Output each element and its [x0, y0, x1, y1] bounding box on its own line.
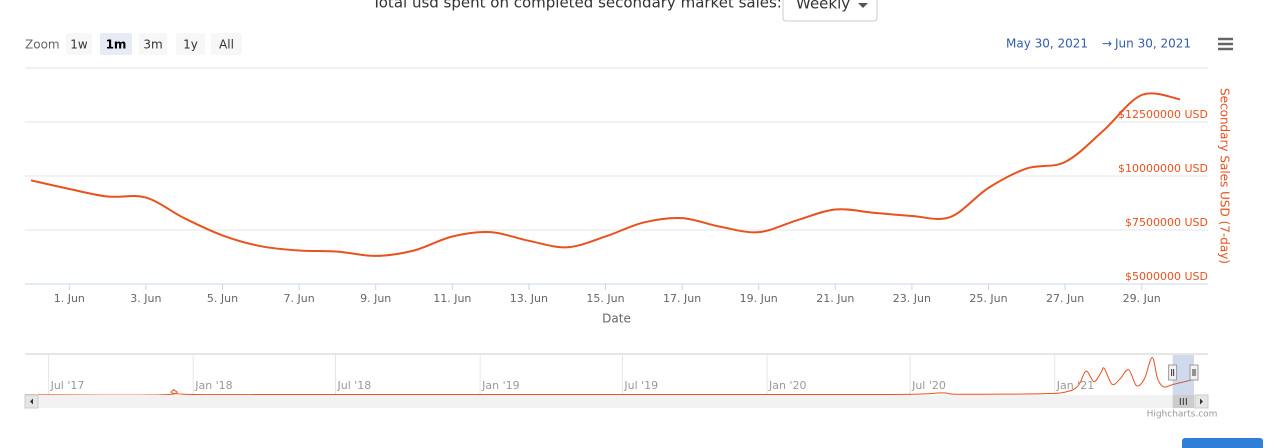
- navigator-tick-label: Jan '21: [1056, 379, 1094, 392]
- dropdown-caret: [858, 3, 868, 8]
- navigator-tick-label: Jan '20: [768, 379, 806, 392]
- zoom-button-label[interactable]: 1y: [183, 38, 198, 52]
- x-tick-label: 23. Jun: [893, 292, 931, 305]
- x-tick-label: 15. Jun: [586, 292, 624, 305]
- zoom-button-label[interactable]: All: [219, 38, 234, 52]
- dropdown-box[interactable]: [782, 0, 878, 22]
- navigator-handle[interactable]: [1168, 364, 1178, 381]
- range-to[interactable]: Jun 30, 2021: [1114, 37, 1191, 51]
- navigator-tick-label: Jul '17: [50, 379, 85, 392]
- x-tick-label: 9. Jun: [360, 292, 391, 305]
- x-tick-label: 11. Jun: [433, 292, 471, 305]
- credits[interactable]: Highcharts.com: [1147, 410, 1218, 420]
- y-axis-title: Secondary Sales USD (7-day): [1218, 88, 1232, 264]
- x-tick-label: 5. Jun: [207, 292, 238, 305]
- x-axis-title: Date: [602, 312, 631, 326]
- zoom-label: Zoom: [25, 38, 60, 52]
- y-tick-label: $10000000 USD: [1118, 162, 1208, 175]
- x-tick-label: 19. Jun: [740, 292, 778, 305]
- x-tick-label: 21. Jun: [816, 292, 854, 305]
- x-tick-label: 29. Jun: [1123, 292, 1161, 305]
- zoom-button[interactable]: [139, 33, 167, 55]
- page-title: Total usd spent on completed secondary m…: [371, 0, 782, 12]
- navigator-tick-label: Jul '20: [911, 379, 946, 392]
- zoom-button-label[interactable]: 3m: [143, 38, 162, 52]
- export-menu[interactable]: [1214, 34, 1238, 54]
- arrow: [1200, 398, 1203, 405]
- x-tick-label: 1. Jun: [54, 292, 85, 305]
- navigator-tick-label: Jul '19: [623, 379, 658, 392]
- x-tick-label: 17. Jun: [663, 292, 701, 305]
- y-tick-label: $7500000 USD: [1125, 216, 1208, 229]
- zoom-button[interactable]: [211, 33, 242, 55]
- zoom-button[interactable]: [176, 33, 205, 55]
- dropdown-value[interactable]: Weekly: [796, 0, 850, 13]
- navigator-tick-label: Jan '18: [194, 379, 232, 392]
- zoom-button[interactable]: [100, 33, 132, 55]
- x-tick-label: 3. Jun: [130, 292, 161, 305]
- navigator-tick-label: Jul '18: [336, 379, 371, 392]
- navigator-tick-label: Jan '19: [481, 379, 519, 392]
- navigator-handle[interactable]: [1189, 364, 1199, 381]
- scrollbar-track: [25, 395, 1208, 408]
- y-tick-label: $12500000 USD: [1118, 108, 1208, 121]
- range-from[interactable]: May 30, 2021: [1006, 37, 1088, 51]
- arrow: [30, 398, 33, 405]
- navigator-line: [24, 357, 1197, 396]
- x-tick-label: 25. Jun: [969, 292, 1007, 305]
- x-tick-label: 27. Jun: [1046, 292, 1084, 305]
- x-tick-label: 13. Jun: [510, 292, 548, 305]
- y-tick-label: $5000000 USD: [1125, 270, 1208, 283]
- data-line: [30, 92, 1181, 257]
- navigator-mask: [1172, 355, 1194, 395]
- zoom-button[interactable]: [66, 33, 92, 55]
- range-separator: →: [1102, 37, 1112, 51]
- x-tick-label: 7. Jun: [284, 292, 315, 305]
- zoom-button-label[interactable]: 1m: [106, 38, 127, 52]
- action-button[interactable]: [1182, 438, 1263, 448]
- interval-dropdown[interactable]: Weekly: [782, 0, 878, 22]
- zoom-button-label[interactable]: 1w: [70, 38, 88, 52]
